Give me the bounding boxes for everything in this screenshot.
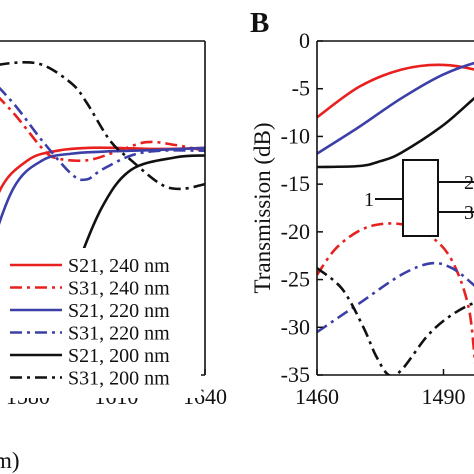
series-line-s21-200-nm (317, 96, 474, 169)
y-tick-label: 0 (299, 28, 310, 53)
legend-label: S31, 240 nm (68, 278, 170, 300)
y-tick-label: -10 (281, 123, 310, 148)
splitter-box (402, 159, 439, 237)
panel-a-x-axis-title: m) (0, 448, 20, 473)
panel-b: B 0 -5 -10 -15 -20 -25 -30 -35 1460 1490 Transmi… (250, 7, 474, 409)
x-tick-label: 1460 (295, 384, 339, 409)
legend-label: S21, 240 nm (68, 255, 170, 277)
port-label-3: 3 (464, 202, 474, 224)
series-line-s31-200-nm (0, 61, 206, 191)
legend-label: S21, 220 nm (68, 300, 170, 322)
legend-label: S31, 220 nm (68, 323, 170, 345)
panel-b-curves (317, 61, 474, 375)
series-line-s31-200-nm (317, 267, 474, 375)
y-tick-label: -30 (281, 314, 310, 339)
y-tick-label: -5 (292, 76, 310, 101)
port-label-1: 1 (364, 189, 374, 211)
y-tick-label: -20 (281, 219, 310, 244)
x-tick-label: 1490 (422, 384, 466, 409)
panel-b-x-ticks: 1460 1490 (295, 369, 466, 409)
series-line-s31-220-nm (317, 261, 474, 334)
y-tick-label: -15 (281, 171, 310, 196)
panel-b-letter: B (250, 7, 269, 39)
y-tick-label: -35 (281, 362, 310, 387)
series-line-s31-240-nm (317, 222, 474, 364)
series-line-s31-240-nm (0, 96, 206, 163)
legend-background (0, 248, 201, 398)
series-line-s21-220-nm (0, 146, 206, 225)
panel-b-y-ticks: 0 -5 -10 -15 -20 -25 -30 -35 (281, 28, 323, 387)
legend-label: S21, 200 nm (68, 345, 170, 367)
splitter-inset: 1 2 3 (364, 159, 474, 237)
panel-b-y-axis-title: Transmission (dB) (250, 122, 275, 293)
series-line-s31-220-nm (0, 86, 206, 182)
y-tick-label: -25 (281, 267, 310, 292)
series-line-s21-220-nm (317, 61, 474, 155)
series-line-s21-240-nm (317, 63, 474, 119)
legend-label: S31, 200 nm (68, 368, 170, 390)
port-label-2: 2 (464, 172, 474, 194)
panel-b-frame (316, 40, 474, 376)
